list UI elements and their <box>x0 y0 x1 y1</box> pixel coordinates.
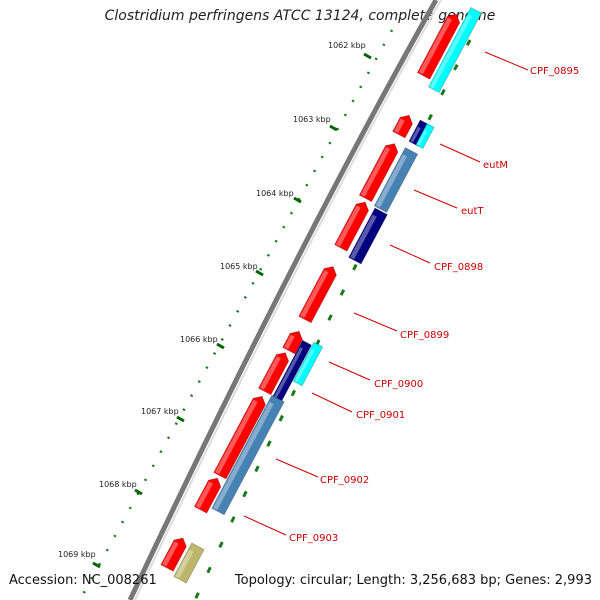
label-leader-line <box>328 361 371 381</box>
genome-backbone <box>127 0 439 600</box>
gene-label: CPF_0898 <box>434 262 483 273</box>
scale-tick <box>176 415 185 423</box>
gene-label: CPF_0902 <box>320 475 369 486</box>
cds-feature <box>298 266 337 324</box>
navy-feature <box>348 207 388 265</box>
scale-dots <box>78 29 394 600</box>
gene-label: CPF_0903 <box>289 533 338 544</box>
cds-feature <box>392 114 413 139</box>
label-leader-line <box>311 392 353 413</box>
scale-tick-label: 1069 kbp <box>58 550 96 559</box>
scale-tick <box>293 196 302 204</box>
genome-backbone-highlight <box>134 0 442 600</box>
cyan-feature <box>428 6 482 94</box>
scale-tick <box>363 52 372 60</box>
cyan-feature <box>292 341 324 387</box>
gene-label: CPF_0899 <box>400 330 449 341</box>
topology-summary: Topology: circular; Length: 3,256,683 bp… <box>234 573 592 588</box>
gene-labels: CPF_0895 eutM eutT CPF_0898 CPF_0899 CPF_0900… <box>289 66 579 544</box>
label-leader-line <box>353 312 398 332</box>
scale-tick <box>329 124 338 132</box>
scale-tick-label: 1068 kbp <box>99 480 137 489</box>
scale-tick <box>255 269 264 277</box>
gene-label: eutT <box>461 206 484 217</box>
scale-tick-label: 1067 kbp <box>141 407 179 416</box>
cds-feature <box>257 352 290 396</box>
khaki-feature <box>173 542 205 584</box>
cds-feature <box>160 537 187 572</box>
scale-tick <box>216 342 225 350</box>
gene-label: CPF_0901 <box>356 410 405 421</box>
gene-label: CPF_0895 <box>530 66 579 77</box>
gene-label: CPF_0900 <box>374 379 423 390</box>
gene-label-leaders <box>243 51 529 536</box>
scale-tick-labels: 1062 kbp 1063 kbp 1064 kbp 1065 kbp 1066 kbp… <box>58 41 366 559</box>
label-leader-line <box>439 143 481 163</box>
steel-feature <box>211 394 285 516</box>
label-leader-line <box>275 458 319 478</box>
scale-ticks <box>92 52 372 569</box>
cds-feature <box>416 13 461 80</box>
scale-tick <box>134 488 143 496</box>
cds-feature <box>213 395 266 480</box>
steel-feature <box>373 147 419 213</box>
label-leader-line <box>413 189 458 209</box>
scale-tick-label: 1064 kbp <box>256 189 294 198</box>
scale-tick <box>92 561 101 569</box>
gene-features <box>160 6 482 584</box>
scale-tick-label: 1062 kbp <box>328 41 366 50</box>
gene-label: eutM <box>483 160 508 171</box>
scale-tick-label: 1063 kbp <box>293 115 331 124</box>
label-leader-line <box>484 51 529 71</box>
label-leader-line <box>243 515 287 536</box>
label-leader-line <box>389 244 431 264</box>
accession-text: Accession: NC_008261 <box>9 573 157 588</box>
map-title: Clostridium perfringens ATCC 13124, comp… <box>104 8 496 24</box>
cds-feature <box>358 143 399 203</box>
scale-tick-label: 1065 kbp <box>220 262 258 271</box>
scale-tick-label: 1066 kbp <box>180 335 218 344</box>
cds-feature <box>334 201 370 252</box>
cds-feature <box>282 330 303 355</box>
cds-feature <box>193 477 222 514</box>
cyan-feature <box>415 122 435 150</box>
